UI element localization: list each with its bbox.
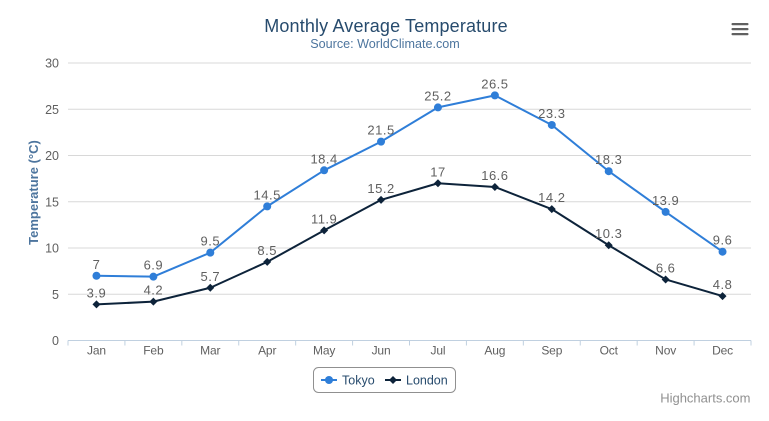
svg-text:10.3: 10.3 [595,226,622,241]
svg-text:Oct: Oct [600,344,619,358]
svg-text:13.9: 13.9 [652,193,679,208]
svg-text:7: 7 [93,257,101,272]
svg-text:Apr: Apr [258,344,276,358]
svg-text:16.6: 16.6 [481,168,508,183]
svg-text:Tokyo: Tokyo [342,374,375,388]
svg-text:17: 17 [430,164,445,179]
svg-text:26.5: 26.5 [481,76,508,91]
svg-text:6.9: 6.9 [144,258,164,273]
svg-text:3.9: 3.9 [87,285,107,300]
svg-text:Dec: Dec [712,344,733,358]
svg-text:15: 15 [45,195,59,209]
svg-text:18.4: 18.4 [310,151,337,166]
svg-text:0: 0 [52,334,59,348]
svg-text:9.6: 9.6 [713,233,733,248]
svg-text:Highcharts.com: Highcharts.com [660,391,750,406]
svg-text:9.5: 9.5 [201,234,221,249]
svg-text:Source: WorldClimate.com: Source: WorldClimate.com [310,37,460,51]
svg-text:Temperature (°C): Temperature (°C) [26,140,41,245]
svg-text:5.7: 5.7 [201,269,221,284]
svg-text:25: 25 [45,103,59,117]
svg-text:8.5: 8.5 [257,243,277,258]
svg-text:Mar: Mar [200,344,220,358]
svg-text:Jul: Jul [431,344,446,358]
svg-text:23.3: 23.3 [538,106,565,121]
svg-text:14.5: 14.5 [254,187,281,202]
svg-text:14.2: 14.2 [538,190,565,205]
svg-text:May: May [313,344,335,358]
svg-text:Nov: Nov [655,344,676,358]
svg-text:21.5: 21.5 [367,123,394,138]
svg-text:Sep: Sep [541,344,562,358]
svg-text:Jun: Jun [372,344,391,358]
svg-text:London: London [406,374,448,388]
svg-text:25.2: 25.2 [424,88,451,103]
svg-text:10: 10 [45,242,59,256]
svg-text:4.2: 4.2 [144,283,164,298]
svg-text:Jan: Jan [87,344,106,358]
svg-text:20: 20 [45,149,59,163]
svg-text:5: 5 [52,288,59,302]
svg-text:15.2: 15.2 [367,181,394,196]
svg-text:Monthly Average Temperature: Monthly Average Temperature [264,16,508,36]
svg-text:Aug: Aug [484,344,505,358]
svg-text:30: 30 [45,57,59,71]
svg-text:11.9: 11.9 [311,211,337,226]
svg-text:Feb: Feb [143,344,164,358]
svg-text:6.6: 6.6 [656,260,676,275]
svg-text:18.3: 18.3 [595,152,622,167]
svg-text:4.8: 4.8 [713,277,733,292]
